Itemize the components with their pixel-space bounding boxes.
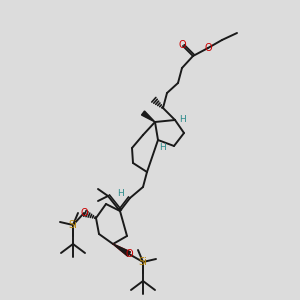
Polygon shape (142, 111, 155, 122)
Text: H: H (118, 190, 124, 199)
Text: Si: Si (139, 257, 147, 267)
Text: O: O (125, 249, 133, 259)
Text: H: H (159, 143, 165, 152)
Text: O: O (178, 40, 186, 50)
Text: Si: Si (69, 220, 77, 230)
Text: O: O (204, 43, 212, 53)
Text: O: O (80, 208, 88, 218)
Polygon shape (113, 244, 130, 256)
Text: H: H (178, 115, 185, 124)
Polygon shape (113, 244, 130, 256)
